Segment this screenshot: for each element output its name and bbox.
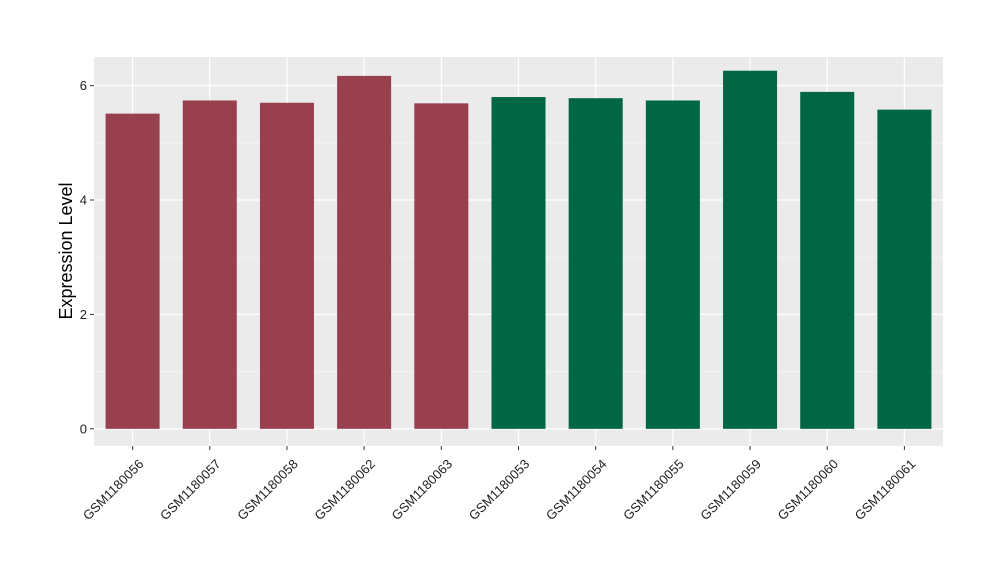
x-axis: GSM1180056 GSM1180057 GSM1180058 GSM1180062…: [80, 446, 918, 523]
y-tick-label: 4: [80, 193, 87, 208]
x-tick-label: GSM1180054: [543, 456, 610, 523]
x-tick-label: GSM1180055: [620, 456, 687, 523]
x-tick-label: GSM1180061: [852, 456, 919, 523]
y-tick-label: 2: [80, 307, 87, 322]
x-tick-label: GSM1180057: [157, 456, 224, 523]
x-tick-label: GSM1180063: [389, 456, 456, 523]
bar: [105, 113, 160, 429]
bar: [414, 103, 469, 429]
bar: [568, 98, 623, 429]
x-tick-label: GSM1180060: [774, 456, 841, 523]
bar: [645, 100, 700, 429]
bar: [337, 75, 392, 429]
y-axis-title: Expression Level: [56, 182, 76, 319]
x-tick-label: GSM1180058: [234, 456, 301, 523]
y-tick-label: 6: [80, 78, 87, 93]
y-tick-label: 0: [80, 421, 87, 436]
y-axis: 0 2 4 6: [80, 78, 94, 436]
x-tick-label: GSM1180059: [697, 456, 764, 523]
x-tick-label: GSM1180056: [80, 456, 147, 523]
bar: [877, 109, 932, 429]
bar: [723, 70, 778, 429]
x-tick-label: GSM1180062: [311, 456, 378, 523]
bar: [259, 102, 314, 429]
bar: [800, 91, 855, 429]
bar: [182, 100, 237, 429]
bars: [105, 70, 932, 429]
bar: [491, 97, 546, 429]
x-tick-label: GSM1180053: [466, 456, 533, 523]
